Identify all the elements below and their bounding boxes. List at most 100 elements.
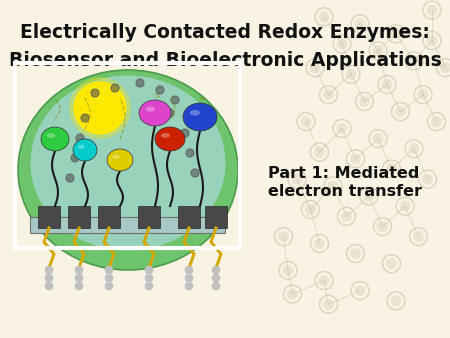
Circle shape — [145, 266, 153, 274]
Ellipse shape — [73, 139, 97, 161]
Circle shape — [341, 211, 352, 222]
Circle shape — [386, 258, 397, 269]
Circle shape — [337, 39, 347, 49]
Circle shape — [71, 154, 79, 162]
FancyBboxPatch shape — [205, 206, 227, 228]
Text: Electrically Contacted Redox Enzymes:: Electrically Contacted Redox Enzymes: — [20, 24, 430, 43]
Circle shape — [212, 266, 220, 274]
Circle shape — [427, 5, 437, 16]
Circle shape — [105, 266, 113, 274]
Circle shape — [337, 123, 347, 134]
Ellipse shape — [139, 100, 171, 126]
Circle shape — [191, 169, 199, 177]
Circle shape — [301, 116, 311, 127]
FancyBboxPatch shape — [138, 206, 160, 228]
Circle shape — [292, 174, 302, 185]
Circle shape — [346, 69, 356, 80]
Ellipse shape — [31, 75, 225, 250]
Circle shape — [185, 282, 193, 290]
Circle shape — [377, 221, 388, 232]
Ellipse shape — [155, 127, 185, 151]
Circle shape — [386, 164, 397, 174]
Circle shape — [418, 89, 428, 100]
Circle shape — [310, 62, 320, 73]
Circle shape — [395, 106, 406, 117]
Circle shape — [186, 149, 194, 157]
Circle shape — [75, 282, 83, 290]
Circle shape — [76, 134, 84, 142]
Circle shape — [212, 274, 220, 282]
Circle shape — [45, 282, 53, 290]
Circle shape — [427, 35, 437, 46]
Circle shape — [145, 274, 153, 282]
Circle shape — [350, 248, 361, 259]
Ellipse shape — [78, 145, 85, 149]
Circle shape — [355, 18, 365, 29]
Text: Biosensor and Bioelectronic Applications: Biosensor and Bioelectronic Applications — [9, 50, 441, 70]
Circle shape — [171, 96, 179, 104]
Circle shape — [166, 109, 174, 117]
Circle shape — [145, 282, 153, 290]
Circle shape — [156, 86, 164, 94]
Circle shape — [323, 299, 334, 310]
Circle shape — [323, 89, 334, 100]
Circle shape — [91, 89, 99, 97]
Ellipse shape — [161, 133, 170, 138]
Circle shape — [283, 265, 293, 276]
Circle shape — [382, 79, 392, 90]
Circle shape — [359, 96, 370, 107]
Circle shape — [314, 238, 325, 249]
Circle shape — [75, 274, 83, 282]
Circle shape — [81, 114, 89, 122]
Circle shape — [45, 266, 53, 274]
Circle shape — [355, 285, 365, 296]
Ellipse shape — [145, 106, 155, 112]
Circle shape — [391, 295, 401, 306]
Circle shape — [45, 274, 53, 282]
Circle shape — [212, 282, 220, 290]
Text: Part 1: Mediated
electron transfer: Part 1: Mediated electron transfer — [268, 166, 422, 199]
Circle shape — [328, 180, 338, 191]
Circle shape — [314, 147, 325, 158]
Circle shape — [409, 55, 419, 66]
Circle shape — [409, 143, 419, 154]
Circle shape — [105, 282, 113, 290]
Ellipse shape — [112, 154, 120, 159]
Circle shape — [350, 153, 361, 164]
Circle shape — [287, 289, 298, 299]
Circle shape — [278, 231, 289, 242]
Circle shape — [74, 82, 126, 134]
Circle shape — [319, 11, 329, 22]
Circle shape — [440, 62, 450, 73]
Ellipse shape — [47, 133, 55, 138]
Circle shape — [70, 78, 130, 138]
FancyBboxPatch shape — [98, 206, 120, 228]
Ellipse shape — [107, 149, 133, 171]
Circle shape — [364, 191, 374, 201]
Circle shape — [391, 28, 401, 39]
Circle shape — [373, 133, 383, 144]
Ellipse shape — [41, 127, 69, 151]
Ellipse shape — [190, 110, 200, 116]
Circle shape — [181, 129, 189, 137]
Circle shape — [305, 204, 316, 215]
Circle shape — [422, 174, 433, 185]
Circle shape — [413, 231, 424, 242]
Circle shape — [319, 275, 329, 286]
FancyBboxPatch shape — [68, 206, 90, 228]
Ellipse shape — [18, 70, 238, 270]
Circle shape — [66, 174, 74, 182]
FancyBboxPatch shape — [178, 206, 200, 228]
Ellipse shape — [183, 103, 217, 131]
Circle shape — [373, 45, 383, 56]
Circle shape — [136, 79, 144, 87]
Circle shape — [105, 274, 113, 282]
Circle shape — [400, 201, 410, 212]
Circle shape — [185, 274, 193, 282]
Circle shape — [75, 266, 83, 274]
Circle shape — [111, 84, 119, 92]
Circle shape — [431, 116, 442, 127]
FancyBboxPatch shape — [38, 206, 60, 228]
Circle shape — [185, 266, 193, 274]
FancyBboxPatch shape — [30, 217, 225, 233]
